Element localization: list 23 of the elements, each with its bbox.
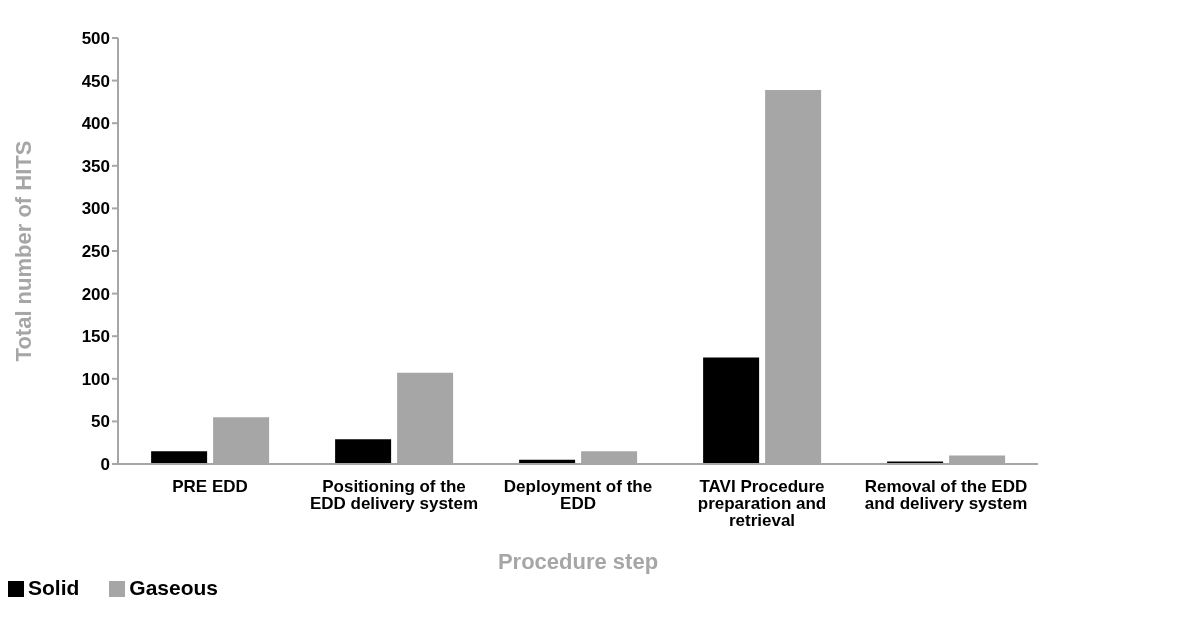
- y-tick-label: 400: [81, 114, 110, 134]
- legend-label: Gaseous: [129, 576, 219, 599]
- y-tick-label: 300: [81, 199, 110, 219]
- y-tick-label: 450: [81, 71, 110, 91]
- y-tick-label: 100: [81, 369, 110, 389]
- y-tick-label: 350: [81, 156, 110, 176]
- y-tick-label: 250: [81, 242, 110, 262]
- x-tick-label: Positioning of the EDD delivery system: [309, 477, 479, 514]
- y-tick-label: 50: [91, 412, 110, 432]
- y-tick-label: 150: [81, 327, 110, 347]
- bar: [151, 451, 208, 464]
- y-tick-label: 0: [100, 455, 110, 475]
- x-tick-label: PRE EDD: [172, 477, 248, 497]
- bar: [335, 439, 392, 464]
- x-tick-label: TAVI Procedure preparation and retrieval: [697, 477, 827, 531]
- x-axis-title: Procedure step: [497, 549, 659, 574]
- y-tick-label: 500: [81, 29, 110, 49]
- y-axis-title: Total number of HITS: [10, 140, 36, 362]
- y-tick-label: 200: [81, 284, 110, 304]
- legend-label: Solid: [28, 576, 80, 599]
- x-tick-label: Removal of the EDD and delivery system: [864, 477, 1028, 514]
- x-tick-label: Deployment of the EDD: [503, 477, 653, 514]
- bar: [703, 357, 760, 464]
